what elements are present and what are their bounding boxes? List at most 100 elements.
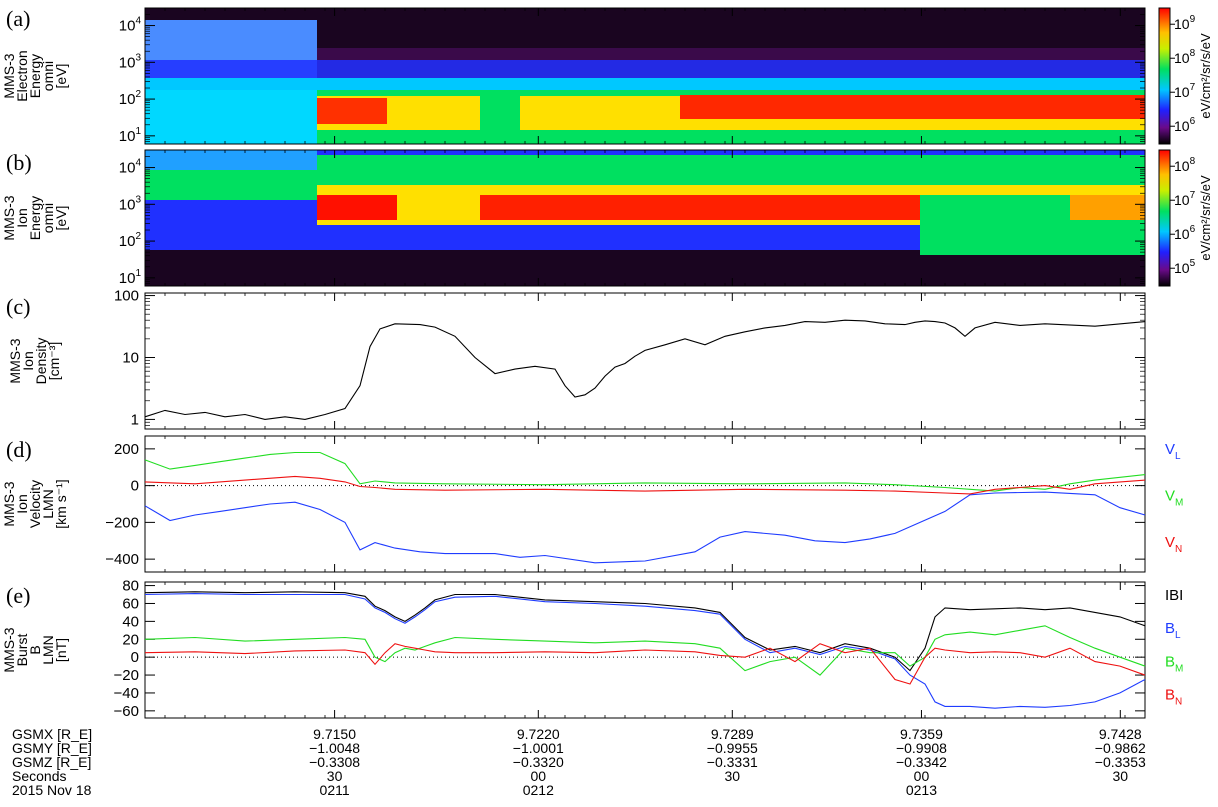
colorbar-tick-label: 107: [1174, 82, 1196, 100]
y-axis-label-line: [eV]: [53, 206, 69, 231]
y-axis-label-line: MMS-3: [1, 481, 17, 526]
colorbar-tick-label: 109: [1174, 14, 1196, 32]
y-axis-label-line: Density: [33, 338, 49, 385]
panel-a-tag: (a): [6, 6, 30, 31]
footer-value: −1.0048: [309, 740, 360, 756]
panel-d-frame: [144, 435, 1146, 573]
y-tick-label: −200: [105, 514, 139, 531]
footer-value: −0.3320: [513, 754, 564, 770]
y-tick-label: 101: [119, 126, 142, 145]
spectrogram-band: [317, 98, 387, 124]
spectrogram-band: [145, 90, 317, 144]
footer-value: 9.7220: [517, 726, 560, 742]
colorbar-b: [1158, 149, 1171, 287]
colorbar-label: eV/cm²/sr/s/eV: [1198, 175, 1213, 261]
series-line: [144, 593, 1146, 709]
y-tick-label: 0: [131, 649, 139, 666]
legend-label: IBI: [1165, 587, 1183, 604]
y-axis-label-line: Velocity: [27, 480, 43, 528]
y-axis-label-line: MMS-3: [1, 195, 17, 240]
series-line: [144, 625, 1146, 676]
y-axis-label-line: [km s⁻¹]: [53, 479, 69, 528]
colorbar-tick-label: 105: [1174, 258, 1196, 276]
footer-label-date: 2015 Nov 18: [12, 782, 92, 798]
y-tick-label: −20: [114, 667, 139, 684]
y-tick-label: −60: [114, 703, 139, 720]
spectrogram-band: [317, 195, 397, 220]
y-tick-label: 103: [119, 194, 142, 213]
ephemeris-table: GSMX [R_E] GSMY [R_E] GSMZ [R_E] Seconds…: [12, 726, 92, 798]
colorbar-label: eV/cm²/sr/s/eV: [1198, 33, 1213, 119]
y-axis-label-line: MMS-3: [1, 627, 17, 672]
y-tick-label: −400: [105, 551, 139, 568]
y-tick-label: 80: [122, 578, 139, 595]
footer-value: −0.9862: [1095, 740, 1146, 756]
footer-value: 30: [1113, 768, 1129, 784]
y-tick-label: 200: [114, 441, 139, 458]
footer-value: 00: [914, 768, 930, 784]
y-axis-label-line: Ion: [14, 208, 30, 227]
footer-value: 30: [725, 768, 741, 784]
y-axis-label-line: Ion: [20, 351, 36, 370]
colorbar-a: [1158, 7, 1171, 145]
y-tick-label: 60: [122, 595, 139, 612]
footer-label-seconds: Seconds: [12, 768, 66, 784]
colorbar-a-scale: [1158, 7, 1171, 145]
y-axis-label-line: [eV]: [53, 64, 69, 89]
footer-value: 9.7359: [900, 726, 943, 742]
panel-b-spectrogram-bands: [145, 150, 1145, 286]
y-axis-label-line: [nT]: [53, 638, 69, 662]
footer-value: 0211: [320, 782, 350, 798]
y-tick-label: 100: [114, 288, 139, 305]
footer-value: −0.3308: [309, 754, 360, 770]
footer-value: −0.9908: [896, 740, 947, 756]
panel-b: (b): [6, 149, 1146, 287]
y-axis-label-line: Energy: [27, 54, 43, 98]
footer-value: 30: [327, 768, 343, 784]
footer-value: 9.7150: [313, 726, 356, 742]
footer-value: 0212: [523, 782, 554, 798]
panel-d-tag: (d): [6, 437, 32, 462]
footer-value: 9.7428: [1099, 726, 1142, 742]
y-axis-label-line: LMN: [40, 635, 56, 665]
chart-marks: 101102103104MMS-3ElectronEnergyomni[eV]1…: [1, 7, 1213, 798]
series-line: [144, 491, 1146, 564]
spectrogram-band: [145, 250, 1145, 286]
panel-e-tag: (e): [6, 583, 30, 608]
colorbar-tick-label: 107: [1174, 190, 1196, 208]
y-tick-label: 40: [122, 613, 139, 630]
y-tick-label: −40: [114, 685, 139, 702]
legend-label: VN: [1165, 534, 1182, 555]
y-axis-label-line: Energy: [27, 196, 43, 240]
footer-value: −0.9955: [707, 740, 758, 756]
panel-c: (c): [6, 292, 1146, 430]
panel-c-frame: [144, 292, 1146, 430]
y-tick-label: 20: [122, 631, 139, 648]
footer-value: 00: [531, 768, 547, 784]
colorbar-tick-label: 106: [1174, 116, 1196, 134]
legend-label: BM: [1165, 653, 1183, 674]
legend-label: VL: [1165, 441, 1181, 462]
footer-value: −1.0001: [513, 740, 564, 756]
y-axis-label-line: Electron: [14, 50, 30, 101]
y-tick-label: 104: [119, 158, 142, 177]
series-line: [144, 475, 1146, 495]
y-axis-label-line: omni: [40, 203, 56, 233]
colorbar-tick-label: 108: [1174, 156, 1196, 174]
y-axis-label-line: LMN: [40, 489, 56, 519]
footer-value: 9.7289: [711, 726, 754, 742]
colorbar-tick-label: 106: [1174, 224, 1196, 242]
footer-value: 0213: [906, 782, 937, 798]
y-axis-label-line: omni: [40, 61, 56, 91]
y-axis-label-line: [cm⁻³]: [46, 342, 62, 381]
y-axis-label-line: MMS-3: [1, 53, 17, 98]
y-tick-label: 101: [119, 268, 142, 287]
colorbar-tick-label: 108: [1174, 48, 1196, 66]
spectrogram-band: [145, 78, 1145, 92]
y-tick-label: 104: [119, 16, 142, 35]
y-tick-label: 0: [131, 478, 139, 495]
y-tick-label: 10: [122, 349, 139, 366]
spectrogram-band: [480, 195, 920, 220]
footer-label-gsmz: GSMZ [R_E]: [12, 754, 91, 770]
